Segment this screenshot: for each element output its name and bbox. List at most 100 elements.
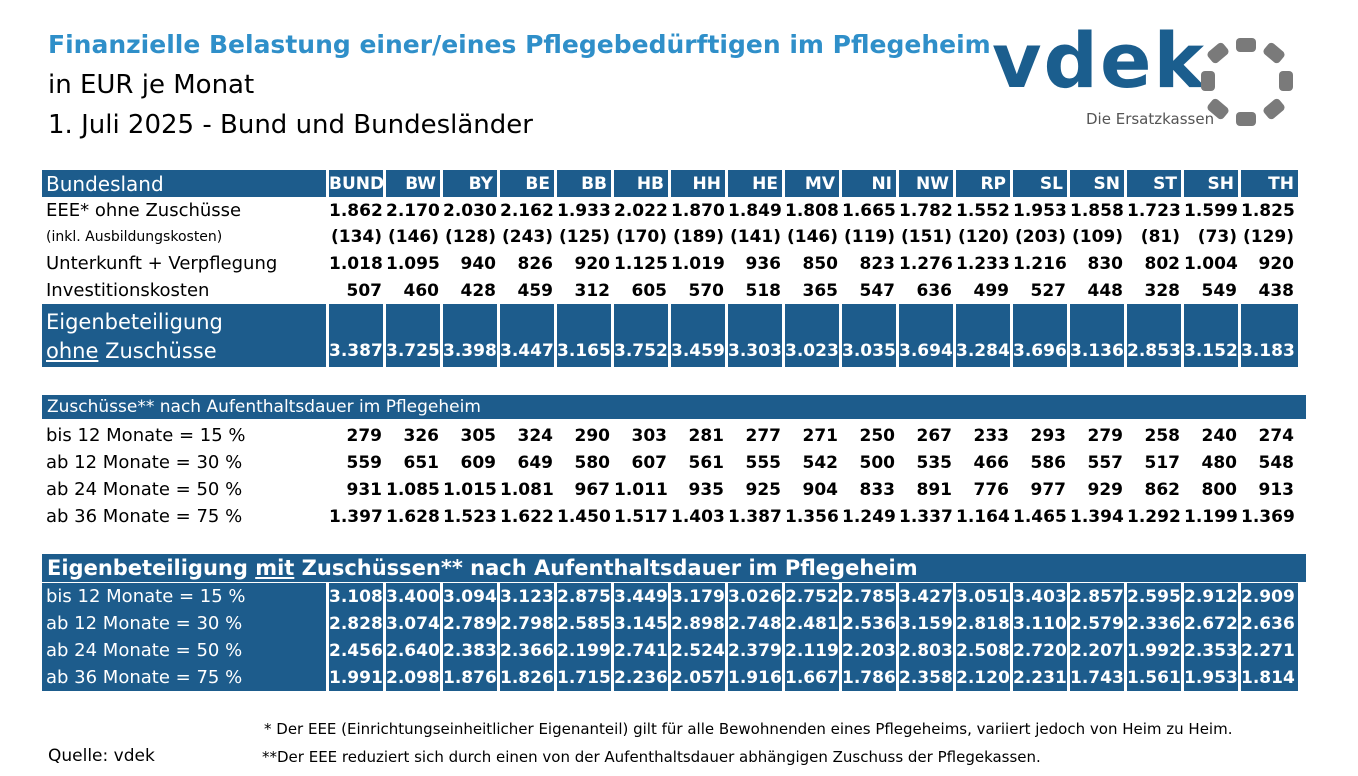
zuschuesse-cell-th: 913 xyxy=(1258,479,1295,500)
unterkunft-cell-st: 802 xyxy=(1144,253,1181,274)
mit-row: ab 24 Monate = 50 % 2.456 2.640 2.383 2.366 2… xyxy=(42,637,1298,664)
mit-cell-st: 1.561 xyxy=(1127,664,1184,691)
eigen-spacer-cell xyxy=(1127,304,1184,334)
mit-cell-be: 1.826 xyxy=(500,664,557,691)
ausbildung-cell-sh: (73) xyxy=(1197,227,1237,247)
main-cost-table: Bundesland BUND BW BY BE BB HB HH HE MV NI NW RP SL S… xyxy=(42,170,1298,367)
unterkunft-label: Unterkunft + Verpflegung xyxy=(46,253,278,274)
zuschuesse-cell-sl: 977 xyxy=(1030,479,1067,500)
mit-cell-ni: 2.203 xyxy=(842,637,899,664)
mit-cell-hh: 2.524 xyxy=(671,637,728,664)
mit-cell-rp: 3.051 xyxy=(956,583,1013,610)
ausbildung-cell-sn: (109) xyxy=(1071,227,1123,247)
eigen-spacer-cell xyxy=(956,304,1013,334)
zuschuesse-cell-hb: 303 xyxy=(631,425,668,446)
invest-cell-be: 459 xyxy=(517,280,554,301)
mit-cell-hb: 3.449 xyxy=(614,583,671,610)
mit-cell-hb: 2.236 xyxy=(614,664,671,691)
mit-cell-mv: 2.481 xyxy=(785,610,842,637)
zuschuesse-cell-hb: 1.011 xyxy=(614,479,668,500)
ausbildung-cell-bw: (146) xyxy=(387,227,439,247)
eigen-cell-mv: 3.023 xyxy=(785,334,842,367)
zuschuesse-cell-sn: 279 xyxy=(1087,425,1124,446)
zuschuesse-cell-sh: 240 xyxy=(1201,425,1238,446)
eee-cell-nw: 1.782 xyxy=(899,200,953,221)
mit-title-post: Zuschüssen** nach Aufenthaltsdauer im Pf… xyxy=(294,556,918,580)
eigen-spacer-cell xyxy=(899,304,956,334)
mit-cell-sn: 2.857 xyxy=(1070,583,1127,610)
mit-cell-hh: 2.898 xyxy=(671,610,728,637)
mit-cell-by: 1.876 xyxy=(443,664,500,691)
eigen-cell-st: 2.853 xyxy=(1127,334,1184,367)
unterkunft-row: Unterkunft + Verpflegung 1.018 1.095 940 82… xyxy=(42,250,1298,277)
mit-cell-sl: 3.110 xyxy=(1013,610,1070,637)
zuschuesse-cell-hh: 1.403 xyxy=(671,506,725,527)
zuschuesse-cell-sl: 586 xyxy=(1030,452,1067,473)
mit-cell-bund: 1.991 xyxy=(329,664,386,691)
eigen-cell-sh: 3.152 xyxy=(1184,334,1241,367)
zuschuesse-row-label: ab 12 Monate = 30 % xyxy=(46,452,243,473)
invest-row: Investitionskosten 507 460 428 459 312 605 570… xyxy=(42,277,1298,304)
zuschuesse-row: ab 12 Monate = 30 % 559 651 609 649 580 607 561… xyxy=(42,449,1298,476)
zuschuesse-row: ab 24 Monate = 50 % 931 1.085 1.015 1.081 967… xyxy=(42,476,1298,503)
mit-section-title: Eigenbeteiligung mit Zuschüssen** nach A… xyxy=(42,554,1306,582)
eee-cell-bund: 1.862 xyxy=(329,200,383,221)
col-header-bund: BUND xyxy=(329,170,386,197)
mit-cell-sn: 1.743 xyxy=(1070,664,1127,691)
zuschuesse-cell-by: 305 xyxy=(460,425,497,446)
col-header-he: HE xyxy=(728,170,785,197)
invest-cell-by: 428 xyxy=(460,280,497,301)
mit-cell-th: 1.814 xyxy=(1241,664,1298,691)
col-header-sl: SL xyxy=(1013,170,1070,197)
zuschuesse-cell-st: 258 xyxy=(1144,425,1181,446)
mit-cell-sl: 3.403 xyxy=(1013,583,1070,610)
eee-cell-mv: 1.808 xyxy=(785,200,839,221)
mit-cell-nw: 2.803 xyxy=(899,637,956,664)
eigen-label-line1: Eigenbeteiligung xyxy=(42,304,329,334)
zuschuesse-cell-bund: 279 xyxy=(346,425,383,446)
zuschuesse-cell-by: 1.015 xyxy=(443,479,497,500)
mit-row-label: bis 12 Monate = 15 % xyxy=(42,583,329,610)
ausbildung-cell-rp: (120) xyxy=(957,227,1009,247)
mit-cell-mv: 2.119 xyxy=(785,637,842,664)
eigen-cell-he: 3.303 xyxy=(728,334,785,367)
zuschuesse-cell-be: 324 xyxy=(517,425,554,446)
mit-row: ab 36 Monate = 75 % 1.991 2.098 1.876 1.826 1… xyxy=(42,664,1298,691)
mit-cell-ni: 2.536 xyxy=(842,610,899,637)
unterkunft-cell-ni: 823 xyxy=(859,253,896,274)
mit-cell-be: 2.798 xyxy=(500,610,557,637)
eigen-cell-be: 3.447 xyxy=(500,334,557,367)
zuschuesse-cell-sn: 557 xyxy=(1087,452,1124,473)
zuschuesse-cell-be: 1.622 xyxy=(500,506,554,527)
zuschuesse-section-title: Zuschüsse** nach Aufenthaltsdauer im Pfl… xyxy=(42,395,1306,419)
zuschuesse-row-label: ab 36 Monate = 75 % xyxy=(46,506,243,527)
col-header-mv: MV xyxy=(785,170,842,197)
invest-cell-sh: 549 xyxy=(1201,280,1238,301)
mit-cell-ni: 1.786 xyxy=(842,664,899,691)
zuschuesse-row-label: ab 24 Monate = 50 % xyxy=(46,479,243,500)
zuschuesse-cell-mv: 904 xyxy=(802,479,839,500)
eigen-spacer-cell xyxy=(1241,304,1298,334)
zuschuesse-cell-he: 925 xyxy=(745,479,782,500)
unterkunft-cell-he: 936 xyxy=(745,253,782,274)
eigen-cell-ni: 3.035 xyxy=(842,334,899,367)
col-header-by: BY xyxy=(443,170,500,197)
eee-cell-th: 1.825 xyxy=(1241,200,1295,221)
zuschuesse-cell-sl: 293 xyxy=(1030,425,1067,446)
mit-cell-sl: 2.720 xyxy=(1013,637,1070,664)
eee-label: EEE* ohne Zuschüsse xyxy=(46,200,242,221)
eigen-cell-hh: 3.459 xyxy=(671,334,728,367)
ausbildung-cell-th: (129) xyxy=(1242,227,1294,247)
ausbildung-cell-bb: (125) xyxy=(558,227,610,247)
mit-cell-bund: 3.108 xyxy=(329,583,386,610)
invest-cell-sn: 448 xyxy=(1087,280,1124,301)
invest-cell-bund: 507 xyxy=(346,280,383,301)
mit-cell-rp: 2.818 xyxy=(956,610,1013,637)
eigen-spacer-cell xyxy=(386,304,443,334)
mit-cell-bund: 2.828 xyxy=(329,610,386,637)
eee-cell-be: 2.162 xyxy=(500,200,554,221)
eigen-cell-sl: 3.696 xyxy=(1013,334,1070,367)
eigen-cell-bb: 3.165 xyxy=(557,334,614,367)
header-label: Bundesland xyxy=(42,170,329,197)
ausbildung-label: (inkl. Ausbildungskosten) xyxy=(46,229,223,245)
